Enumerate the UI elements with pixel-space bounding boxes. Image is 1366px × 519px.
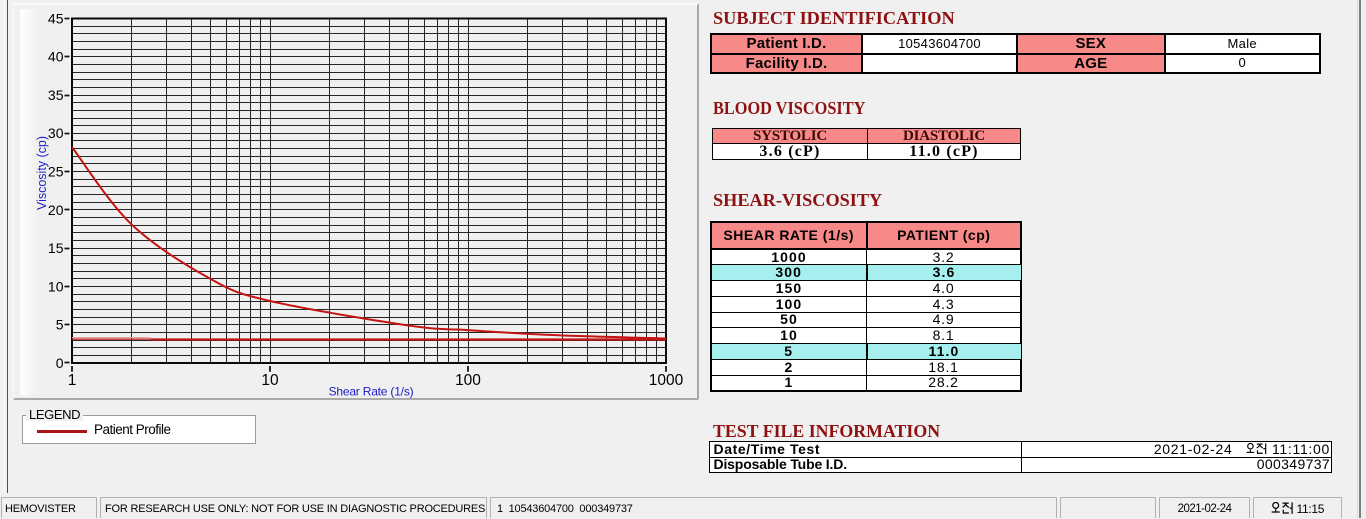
svg-text:0: 0 [56,355,64,371]
svg-text:25: 25 [48,164,64,180]
svg-text:40: 40 [48,49,64,65]
svg-text:1000: 1000 [649,372,684,389]
svg-text:100: 100 [455,372,481,389]
svg-text:30: 30 [48,125,64,141]
svg-text:Viscosity (cp): Viscosity (cp) [35,136,49,210]
svg-text:1: 1 [68,372,77,389]
svg-text:10: 10 [261,372,279,389]
svg-text:Shear Rate (1/s): Shear Rate (1/s) [329,385,414,399]
svg-text:45: 45 [48,10,64,26]
svg-text:5: 5 [56,317,64,333]
svg-text:15: 15 [48,240,64,256]
svg-text:35: 35 [48,87,64,103]
svg-text:20: 20 [48,202,64,218]
svg-text:10: 10 [48,278,64,294]
